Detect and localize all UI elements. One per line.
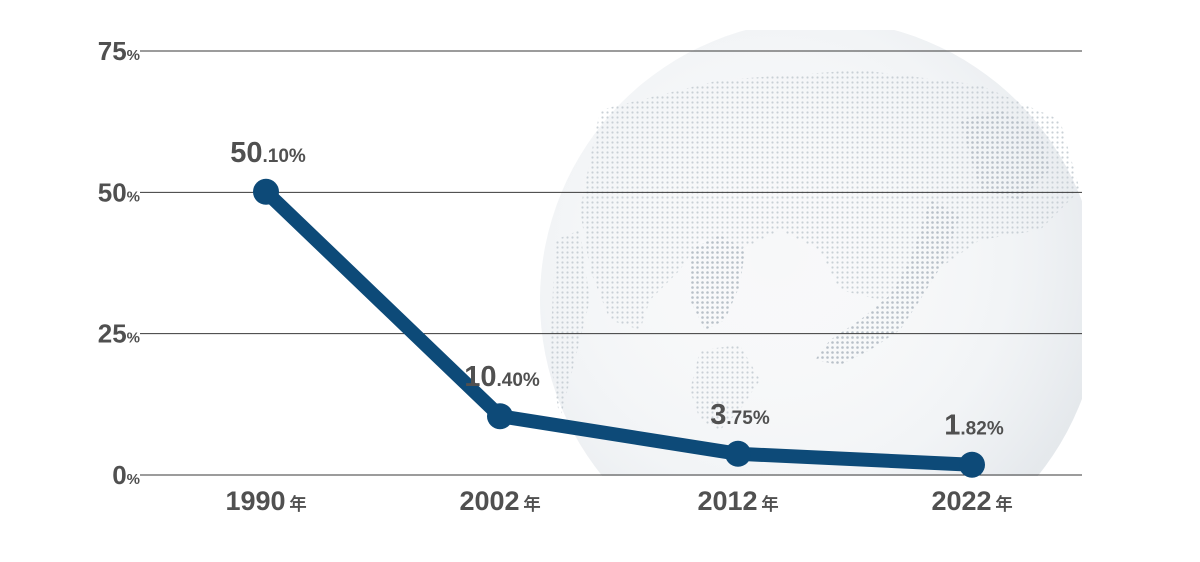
y-tick-label-25: 25%	[98, 319, 140, 349]
data-labels: 50.10% 10.40% 3.75% 1.82%	[230, 137, 1004, 442]
x-tick-label-2002: 2002 年	[459, 486, 540, 516]
data-label-fraction: .82%	[960, 419, 1003, 440]
series-line	[259, 184, 979, 472]
data-label-integer: 10	[464, 361, 496, 393]
y-tick-value: 25	[98, 319, 127, 349]
data-points	[253, 178, 985, 478]
x-tick-year: 1990	[225, 486, 285, 516]
x-tick-unit: 年	[290, 494, 307, 514]
series-line-path	[259, 184, 979, 472]
y-tick-label-50: 50%	[98, 177, 140, 207]
data-label-integer: 3	[710, 399, 726, 431]
data-point-2012	[725, 440, 751, 467]
data-label-integer: 50	[230, 137, 262, 169]
x-tick-unit: 年	[524, 494, 541, 514]
y-tick-label-0: 0%	[112, 460, 140, 490]
x-tick-label-1990: 1990 年	[225, 486, 306, 516]
data-label-fraction: .10%	[262, 146, 305, 167]
y-tick-unit: %	[127, 47, 140, 64]
x-tick-year: 2022	[931, 486, 991, 516]
data-point-2022	[959, 451, 985, 478]
globe-background-image	[540, 30, 1082, 476]
x-tick-label-2022: 2022 年	[931, 486, 1012, 516]
y-tick-value: 0	[112, 460, 126, 490]
data-label-1990: 50.10%	[230, 137, 306, 169]
x-tick-unit: 年	[762, 494, 779, 514]
data-point-1990	[253, 178, 279, 205]
data-label-2002: 10.40%	[464, 361, 540, 393]
y-tick-value: 75	[98, 36, 127, 66]
x-tick-unit: 年	[996, 494, 1013, 514]
data-label-fraction: .75%	[726, 408, 769, 429]
y-tick-value: 50	[98, 177, 127, 207]
x-tick-label-2012: 2012 年	[697, 486, 778, 516]
data-label-fraction: .40%	[496, 370, 539, 391]
x-axis: 1990 年 2002 年 2012 年 2022 年	[225, 486, 1012, 516]
x-tick-year: 2002	[459, 486, 519, 516]
y-tick-unit: %	[127, 471, 140, 488]
data-label-2012: 3.75%	[710, 399, 770, 431]
y-tick-unit: %	[127, 330, 140, 347]
data-label-integer: 1	[944, 410, 960, 442]
data-point-2002	[487, 403, 513, 430]
y-axis: 0%25%50%75%	[98, 36, 140, 490]
y-tick-label-75: 75%	[98, 36, 140, 66]
y-tick-unit: %	[127, 188, 140, 205]
x-tick-year: 2012	[697, 486, 757, 516]
gridlines	[140, 50, 1082, 476]
data-label-2022: 1.82%	[944, 410, 1004, 442]
